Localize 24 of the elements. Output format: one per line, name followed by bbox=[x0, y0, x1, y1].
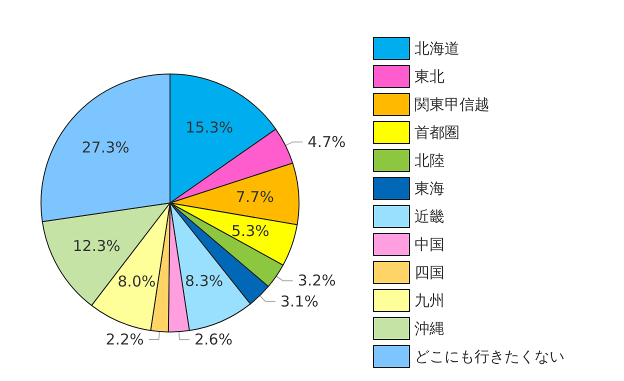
legend-label: 北海道 bbox=[414, 40, 460, 58]
data-label: 8.0% bbox=[118, 272, 156, 290]
data-label: 12.3% bbox=[72, 237, 120, 256]
legend-label: 東北 bbox=[414, 68, 444, 86]
data-label: 27.3% bbox=[82, 138, 130, 156]
data-label: 8.3% bbox=[185, 272, 224, 290]
legend-label: 東海 bbox=[414, 180, 444, 198]
legend-label: 九州 bbox=[414, 292, 444, 310]
legend-label: 近畿 bbox=[414, 208, 444, 226]
legend-label: 沖縄 bbox=[414, 320, 444, 338]
legend-label: 中国 bbox=[414, 236, 444, 254]
data-label: 7.7% bbox=[236, 188, 274, 206]
legend-label: 首都圏 bbox=[414, 124, 460, 142]
data-label: 3.1% bbox=[280, 292, 318, 310]
data-label: 2.6% bbox=[194, 330, 233, 349]
data-label: 2.2% bbox=[106, 330, 144, 349]
legend-label: どこにも行きたくない bbox=[414, 348, 564, 366]
legend-label: 関東甲信越 bbox=[414, 96, 490, 114]
data-label: 15.3% bbox=[186, 118, 234, 137]
data-label: 5.3% bbox=[231, 222, 270, 240]
legend-label: 北陸 bbox=[414, 152, 444, 170]
data-label: 4.7% bbox=[308, 132, 346, 151]
data-label: 3.2% bbox=[298, 272, 336, 290]
legend-label: 四国 bbox=[414, 264, 444, 282]
